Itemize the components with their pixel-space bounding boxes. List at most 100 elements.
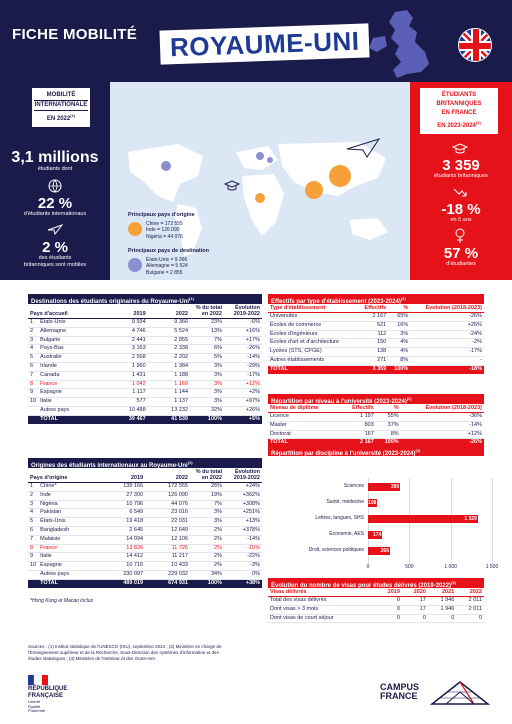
table-cell: France — [38, 380, 106, 390]
table-cell: 1 431 — [105, 371, 148, 381]
table-cell: 1 — [28, 318, 39, 328]
table-cell: 3% — [190, 508, 224, 519]
table-cell: 9 366 — [147, 318, 190, 328]
table-cell: -14% — [224, 353, 262, 363]
campus-france-logo: CAMPUS FRANCE — [380, 682, 420, 701]
table-row: Autres pays 230 097 229 032 34% 0% — [28, 570, 262, 580]
table-cell: 12 106 — [145, 535, 190, 545]
table-row: 1 Chine* 139 166 172 555 26% +24% — [28, 482, 262, 492]
hero-left-box: MOBILITÉ INTERNATIONALE EN 2022(1) — [32, 88, 90, 127]
table-cell: -29% — [224, 362, 262, 372]
table-cell: 150 — [356, 338, 389, 349]
table-cell: États-Unis — [38, 517, 101, 527]
table-row: 9 Italie 14 412 11 217 2% -22% — [28, 552, 262, 563]
paper-plane-icon — [346, 138, 381, 158]
table-cell: -26% — [224, 344, 262, 355]
table-row: Dont visas > 3 mois 0 17 1 946 2 011 — [268, 605, 484, 615]
table-row: Doctorat 167 8% +12% — [268, 430, 484, 440]
table-row: 1 États-Unis 9 934 9 366 23% -6% — [28, 318, 262, 328]
table-cell: +38% — [224, 579, 262, 588]
table-cell: -15% — [224, 544, 262, 554]
table-cell: 10 796 — [100, 500, 146, 510]
table-cell: 2% — [190, 544, 224, 554]
table-cell: -14% — [400, 421, 484, 431]
table-cell: 2% — [190, 552, 224, 563]
table-cell — [28, 570, 39, 580]
table-cell: Bulgarie — [38, 336, 106, 346]
table-cell: 3 — [28, 336, 39, 346]
table-cell: -22% — [224, 552, 262, 563]
table-cell: 100% — [190, 579, 224, 588]
table-cell: 13 826 — [100, 544, 146, 554]
visas-table-title: Évolution du nombre de visas pour études… — [268, 578, 484, 589]
table-cell: 3% — [190, 517, 224, 527]
table-cell: 1 — [28, 482, 39, 492]
table-row: Autres pays 10 488 13 232 32% +26% — [28, 406, 262, 416]
table-row: 7 Canada 1 431 1 188 3% -17% — [28, 371, 262, 381]
table-cell: 521 — [356, 321, 389, 331]
table-row: 2 Allemagne 4 746 5 524 13% +16% — [28, 327, 262, 337]
origins-table: Pays d'origine 2019 2022 % du total en 2… — [28, 468, 262, 588]
table-cell: 3% — [190, 362, 224, 372]
table-cell: Australie — [38, 353, 106, 363]
table-cell: 26% — [190, 482, 224, 492]
table-cell: 0% — [224, 570, 262, 580]
bar-category-label: Droit, sciences politiques — [308, 547, 364, 553]
world-map — [128, 142, 388, 256]
header: FICHE MOBILITÉ ROYAUME-UNI — [0, 0, 512, 82]
table-row: 8 France 1 042 1 169 3% +12% — [28, 380, 262, 390]
table-cell: 5 — [28, 353, 39, 363]
table-cell: 139 166 — [100, 482, 146, 492]
globe-icon — [48, 179, 62, 193]
origins-table-panel: Origines des étudiants internationaux au… — [28, 458, 262, 588]
table-cell: +12% — [224, 380, 262, 390]
table-cell: 13 232 — [147, 406, 190, 416]
table-cell: 32% — [190, 406, 224, 416]
table-cell: 577 — [105, 397, 148, 407]
table-cell: 3% — [190, 397, 224, 407]
table-cell: 10 488 — [105, 406, 148, 416]
table-cell: 55% — [375, 412, 401, 422]
table-cell: 17 — [401, 596, 428, 606]
etab-table-panel: Effectifs par type d'établissement (2023… — [268, 294, 484, 374]
hero-left-stat-students: 3,1 millions étudiants dont — [11, 149, 99, 173]
table-cell: Chine* — [38, 482, 101, 492]
table-cell: Irlande — [38, 362, 106, 372]
table-cell: 112 — [356, 330, 389, 340]
table-cell: 2 645 — [100, 526, 146, 536]
bar-value-label: 1 329 — [464, 515, 477, 522]
table-cell: 10 — [28, 397, 39, 407]
hero-right-stat-evolution: -18 % en 5 ans — [441, 201, 481, 223]
table-cell: 0 — [456, 614, 484, 624]
table-cell: 3% — [190, 380, 224, 390]
table-row: Master 803 37% -14% — [268, 421, 484, 431]
table-row: 2 Inde 27 300 126 090 19% +362% — [28, 491, 262, 501]
origin-legend: Principaux pays d'origine Chine = 172 55… — [128, 212, 195, 240]
visas-table: Visas délivrés 2019 2020 2021 2022 Total… — [268, 588, 484, 624]
table-cell: 2 011 — [456, 605, 484, 615]
table-row: Écoles d'ingénieurs 112 3% -24% — [268, 330, 484, 340]
table-row: 4 Pakistan 6 549 23 016 3% +251% — [28, 508, 262, 519]
trend-down-icon — [453, 188, 467, 197]
table-cell: 13% — [190, 327, 224, 337]
graduation-cap-icon — [224, 180, 240, 191]
table-cell: 0 — [375, 596, 402, 606]
table-cell: 3% — [190, 371, 224, 381]
table-cell: 172 555 — [145, 482, 190, 492]
table-cell: 100% — [388, 365, 411, 374]
table-row: 3 Nigéria 10 796 44 076 7% +308% — [28, 500, 262, 510]
destinations-table: Pays d'accueil 2019 2022 % du total en 2… — [28, 304, 262, 424]
table-cell: 1 946 — [427, 596, 457, 606]
table-cell: -18% — [410, 365, 484, 374]
table-cell: 1 042 — [105, 380, 148, 390]
table-cell: Malaisie — [38, 535, 101, 545]
table-cell: Italie — [38, 397, 106, 407]
table-cell: 6 — [28, 362, 39, 372]
destination-marker-germany — [256, 152, 264, 160]
table-cell: 27 300 — [100, 491, 146, 501]
destination-markers — [161, 152, 273, 171]
table-cell: +2% — [224, 388, 262, 399]
bar-category-label: Sciences — [343, 483, 364, 489]
table-cell: 14 094 — [100, 535, 146, 545]
bar — [368, 514, 478, 523]
